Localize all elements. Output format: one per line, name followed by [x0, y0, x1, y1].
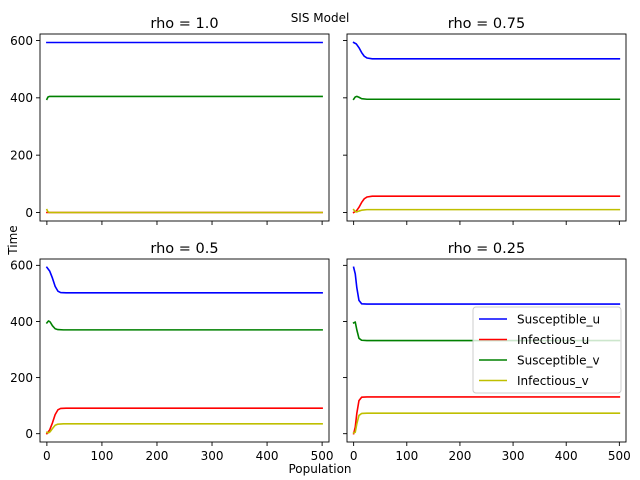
- series-line-susceptible-v: [45, 320, 323, 331]
- x-tick-label: 200: [146, 449, 169, 463]
- axes-frame: [346, 33, 627, 222]
- x-tick-label: 400: [555, 449, 578, 463]
- axes-frame: [39, 33, 330, 222]
- series-line-infectious-u: [352, 195, 621, 214]
- series-line-infectious-u: [352, 396, 621, 435]
- x-tick-label: 300: [201, 449, 224, 463]
- panel-title: rho = 0.5: [150, 241, 218, 257]
- series-line-susceptible-u: [352, 266, 621, 305]
- y-tick-label: 600: [10, 34, 33, 48]
- panel-1: rho = 1.0 0 200 400 600: [10, 16, 330, 225]
- series-line-infectious-u: [45, 407, 323, 435]
- series-line-susceptible-v: [352, 95, 621, 101]
- legend-entry: Infectious_v: [517, 374, 589, 388]
- series-line-infectious-v: [45, 423, 323, 434]
- y-tick-label: 400: [10, 91, 33, 105]
- panel-title: rho = 0.75: [448, 16, 525, 32]
- y-tick-label: 200: [10, 148, 33, 162]
- series-line-susceptible-u: [352, 41, 621, 60]
- x-tick-label: 0: [350, 449, 358, 463]
- y-tick-label: 400: [10, 315, 33, 329]
- series-line-infectious-v: [45, 208, 323, 214]
- legend-entry: Infectious_u: [517, 333, 589, 347]
- x-tick-label: 100: [90, 449, 113, 463]
- panel-2: rho = 0.75: [343, 16, 627, 225]
- figure-suptitle: SIS Model: [291, 11, 350, 25]
- series-line-infectious-v: [352, 208, 621, 213]
- figure-ylabel: Time: [6, 225, 20, 255]
- x-tick-label: 400: [256, 449, 279, 463]
- x-tick-label: 200: [448, 449, 471, 463]
- legend: Susceptible_u Infectious_u Susceptible_v In…: [472, 306, 622, 394]
- legend-entry: Susceptible_u: [517, 312, 600, 326]
- x-tick-label: 500: [608, 449, 631, 463]
- series-line-infectious-v: [352, 412, 621, 434]
- axes-frame: [39, 258, 330, 443]
- panel-title: rho = 0.25: [448, 241, 525, 257]
- panel-title: rho = 1.0: [150, 16, 218, 32]
- series-line-susceptible-u: [45, 266, 323, 294]
- legend-box: [472, 306, 622, 394]
- y-tick-label: 200: [10, 371, 33, 385]
- x-tick-label: 0: [43, 449, 51, 463]
- panel-4: rho = 0.25 0 100 200 300 400 500 Susceptible_u I…: [343, 241, 631, 463]
- y-tick-label: 0: [25, 206, 33, 220]
- panel-3: rho = 0.5 0 100 200 300 400 500 0 200 400 600: [10, 241, 333, 463]
- figure-xlabel: Population: [288, 462, 351, 476]
- x-tick-label: 100: [395, 449, 418, 463]
- legend-entry: Susceptible_v: [517, 353, 600, 367]
- series-line-susceptible-v: [45, 95, 323, 101]
- x-tick-label: 300: [502, 449, 525, 463]
- series-line-susceptible-v: [352, 321, 621, 342]
- y-tick-label: 0: [25, 427, 33, 441]
- x-tick-label: 500: [311, 449, 334, 463]
- axes-frame: [346, 258, 627, 443]
- y-tick-label: 600: [10, 259, 33, 273]
